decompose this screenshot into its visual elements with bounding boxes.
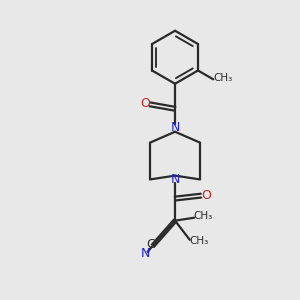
Text: CH₃: CH₃ bbox=[213, 73, 232, 83]
Text: CH₃: CH₃ bbox=[194, 211, 213, 221]
Text: N: N bbox=[141, 248, 150, 260]
Text: N: N bbox=[170, 173, 180, 186]
Text: C: C bbox=[146, 238, 155, 251]
Text: N: N bbox=[170, 122, 180, 134]
Text: O: O bbox=[140, 97, 150, 110]
Text: O: O bbox=[201, 188, 211, 202]
Text: CH₃: CH₃ bbox=[189, 236, 208, 246]
